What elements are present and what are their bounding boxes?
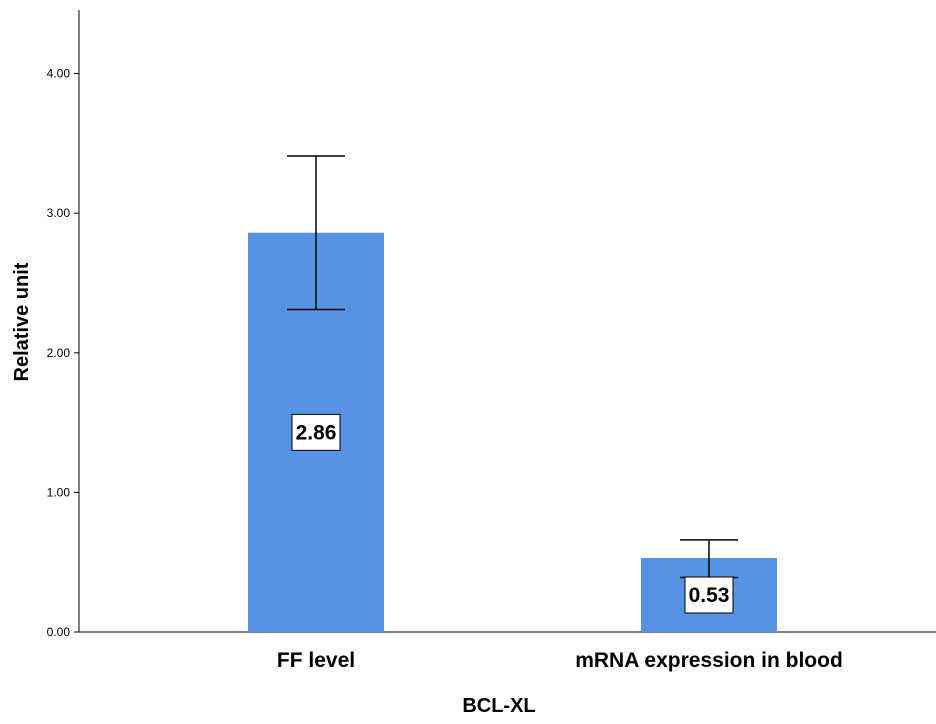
data-label-box: [684, 576, 734, 614]
y-tick-label: 3.00: [47, 206, 71, 220]
x-axis-title: BCL-XL: [462, 695, 535, 717]
y-tick-label: 2.00: [47, 346, 71, 360]
plot-area: 0.00 1.00 2.00 3.00 4.00 2.86 FF level 0.53 mRNA…: [47, 10, 936, 672]
data-label: 0.53: [689, 584, 730, 607]
data-label: 2.86: [296, 421, 337, 444]
y-tick-label: 4.00: [47, 67, 71, 81]
x-category-label: FF level: [277, 649, 355, 672]
x-category-label: mRNA expression in blood: [575, 649, 843, 672]
data-label-box: [291, 413, 341, 451]
y-tick-label: 1.00: [47, 485, 71, 499]
y-axis-title: Relative unit: [11, 262, 33, 381]
y-tick-label: 0.00: [47, 625, 71, 639]
